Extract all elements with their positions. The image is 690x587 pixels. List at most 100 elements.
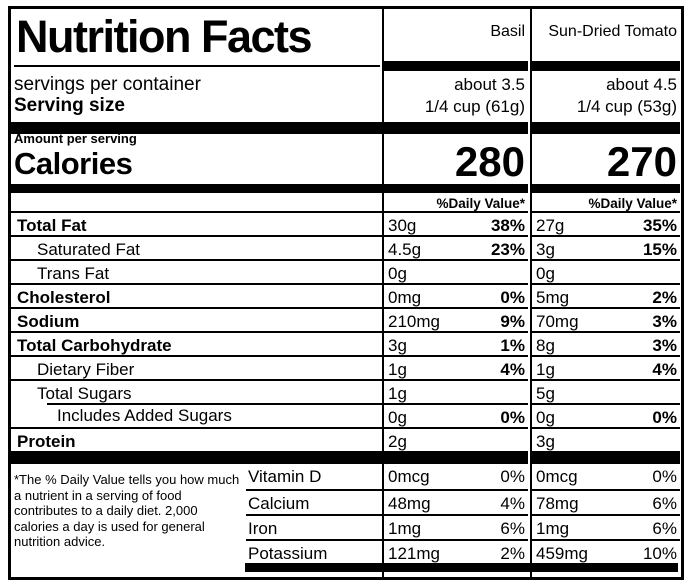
vitamin-amount: 121mg <box>388 544 440 563</box>
column-header-sun-dried-tomato: Sun-Dried Tomato <box>548 23 677 40</box>
nutrient-amount: 27g <box>536 216 565 235</box>
header-bar-sun-dried-tomato <box>532 61 680 71</box>
nutrient-row: Dietary Fiber 1g 4% 1g 4% <box>0 355 690 379</box>
vitamin-amount: 1mg <box>536 519 570 538</box>
vitamin-values-basil: 1mg 6% <box>384 514 528 539</box>
nutrient-values-sdt: 5g <box>532 379 680 403</box>
nutrient-label: Trans Fat <box>11 259 382 283</box>
footnote-line: calories a day is used for general <box>14 518 205 534</box>
servings-per-container-basil: about 3.5 <box>454 75 525 94</box>
nutrient-values-basil: 0mg 0% <box>384 283 528 307</box>
divider-bar <box>384 184 528 193</box>
nutrient-values-basil: 2g <box>384 427 528 451</box>
vitamin-values-sdt: 1mg 6% <box>532 514 680 539</box>
nutrient-values-sdt: 3g 15% <box>532 235 680 259</box>
nutrient-dv: 15% <box>642 240 677 259</box>
vitamin-amount: 0mcg <box>536 467 578 486</box>
vitamin-values-basil: 121mg 2% <box>384 539 528 564</box>
calories-value-basil: 280 <box>454 138 525 185</box>
vitamin-row: Calcium 48mg 4% 78mg 6% <box>0 489 690 514</box>
vitamin-label: Vitamin D <box>248 467 322 486</box>
nutrient-dv: 3% <box>652 336 677 355</box>
nutrient-values-basil: 210mg 9% <box>384 307 528 331</box>
nutrient-amount: 0g <box>536 264 555 283</box>
nutrient-amount: 3g <box>536 240 555 259</box>
amount-per-serving-label: Amount per serving <box>14 131 137 146</box>
column-separator-1 <box>382 6 384 580</box>
header-bar-basil <box>384 61 528 71</box>
nutrient-dv: 1% <box>500 336 525 355</box>
nutrient-amount: 0g <box>388 264 407 283</box>
nutrient-amount: 1g <box>388 360 407 379</box>
nutrient-dv: 0% <box>652 408 677 427</box>
nutrient-values-sdt: 5mg 2% <box>532 283 680 307</box>
nutrient-dv: 3% <box>652 312 677 331</box>
label-title: Nutrition Facts <box>16 11 313 62</box>
nutrient-amount: 4.5g <box>388 240 422 259</box>
label-border <box>8 6 684 580</box>
vitamin-dv: 6% <box>652 494 677 513</box>
footnote-line: *The % Daily Value tells you how much <box>14 472 240 487</box>
divider-bar <box>532 451 680 464</box>
nutrient-amount: 70mg <box>536 312 579 331</box>
nutrient-label: Protein <box>11 427 382 451</box>
vitamin-row: Vitamin D 0mcg 0% 0mcg 0% <box>0 464 690 489</box>
nutrient-label: Total Carbohydrate <box>11 331 382 355</box>
bottom-bar <box>245 563 678 572</box>
servings-per-container-label: servings per container <box>14 74 201 95</box>
vitamin-dv: 10% <box>642 544 677 563</box>
nutrient-values-basil: 1g 4% <box>384 355 528 379</box>
nutrient-amount: 0mg <box>388 288 422 307</box>
nutrient-amount: 210mg <box>388 312 440 331</box>
nutrient-dv: 4% <box>652 360 677 379</box>
nutrient-values-basil: 3g 1% <box>384 331 528 355</box>
nutrient-amount: 0g <box>388 408 407 427</box>
nutrient-values-sdt: 8g 3% <box>532 331 680 355</box>
divider-bar <box>11 184 382 193</box>
daily-value-footnote: *The % Daily Value tells you how much a … <box>14 472 246 550</box>
vitamin-dv: 0% <box>500 467 525 486</box>
daily-value-header-sdt: %Daily Value* <box>588 196 677 211</box>
title-underline <box>14 65 380 67</box>
nutrient-values-sdt: 27g 35% <box>532 211 680 235</box>
daily-value-header-basil: %Daily Value* <box>436 196 525 211</box>
nutrient-row: Total Carbohydrate 3g 1% 8g 3% <box>0 331 690 355</box>
vitamin-dv: 2% <box>500 544 525 563</box>
nutrient-label: Total Sugars <box>11 379 382 403</box>
serving-size-sdt: 1/4 cup (53g) <box>576 97 677 116</box>
nutrient-values-basil: 30g 38% <box>384 211 528 235</box>
nutrient-label: Includes Added Sugars <box>57 406 232 425</box>
divider-bar <box>384 122 528 134</box>
nutrient-amount: 0g <box>536 408 555 427</box>
nutrient-amount: 1g <box>536 360 555 379</box>
nutrient-amount: 5g <box>536 384 555 403</box>
divider-bar <box>532 184 680 193</box>
divider-bar <box>11 451 382 464</box>
footnote-line: contributes to a daily diet. 2,000 <box>14 503 198 518</box>
vitamin-amount: 48mg <box>388 494 431 513</box>
vitamin-amount: 0mcg <box>388 467 430 486</box>
nutrient-values-sdt: 70mg 3% <box>532 307 680 331</box>
vitamin-dv: 4% <box>500 494 525 513</box>
nutrient-dv: 0% <box>500 408 525 427</box>
nutrient-dv: 35% <box>642 216 677 235</box>
nutrient-row: Includes Added Sugars 0g 0% 0g 0% <box>0 403 690 427</box>
nutrient-amount: 8g <box>536 336 555 355</box>
nutrient-dv: 38% <box>490 216 525 235</box>
nutrient-label: Sodium <box>11 307 382 331</box>
calories-value-sdt: 270 <box>606 138 677 185</box>
nutrient-dv: 2% <box>652 288 677 307</box>
vitamin-row: Iron 1mg 6% 1mg 6% <box>0 514 690 539</box>
nutrient-label: Total Fat <box>11 211 382 235</box>
nutrient-values-basil: 1g <box>384 379 528 403</box>
nutrient-amount: 1g <box>388 384 407 403</box>
vitamin-values-basil: 48mg 4% <box>384 489 528 514</box>
nutrient-values-basil: 0g 0% <box>384 403 528 427</box>
indented-separator <box>47 403 382 405</box>
vitamin-label: Calcium <box>246 489 382 514</box>
divider-bar <box>532 122 680 134</box>
nutrient-row: Sodium 210mg 9% 70mg 3% <box>0 307 690 331</box>
divider-bar <box>11 122 382 134</box>
nutrient-row: Trans Fat 0g 0g <box>0 259 690 283</box>
